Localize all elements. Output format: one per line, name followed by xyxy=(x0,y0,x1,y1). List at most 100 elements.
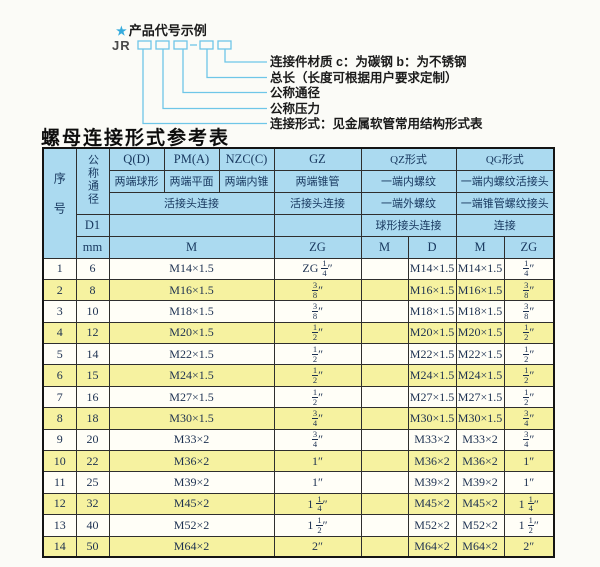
cell-nominal-diameter: 15 xyxy=(75,364,110,387)
cell-qg-m: M14×1.5 xyxy=(455,257,505,280)
cell-seq: 13 xyxy=(42,514,77,537)
table-title: 螺母连接形式参考表 xyxy=(41,128,231,149)
table-row: 14 50 M64×2 2″ M64×2 M64×2 2″ xyxy=(42,535,555,558)
cell-qg-m: M45×2 xyxy=(455,492,505,516)
cell-nominal-diameter: 14 xyxy=(75,343,110,366)
cell-m-thread: M18×1.5 xyxy=(108,300,275,323)
cell-qg-m: M52×2 xyxy=(455,514,505,537)
header-qg-m: M xyxy=(455,235,505,259)
header-qz: QZ形式 xyxy=(360,147,457,171)
cell-gz-zg: 3 4 ″ xyxy=(273,407,362,430)
cell-qz-m xyxy=(360,321,409,345)
cell-gz-zg: 2″ xyxy=(273,535,362,558)
cell-qg-m: M18×1.5 xyxy=(455,300,505,323)
code-label-material: 连接件材质 c：为碳钢 b：为不锈钢 xyxy=(270,55,467,69)
header-nzc-sub: 两端内锥 xyxy=(218,169,275,193)
cell-m-thread: M16×1.5 xyxy=(108,278,275,302)
cell-qz-m xyxy=(360,385,409,409)
cell-m-thread: M24×1.5 xyxy=(108,364,275,387)
header-blank-m xyxy=(108,213,275,237)
cell-m-thread: M36×2 xyxy=(108,450,275,473)
cell-m-thread: M22×1.5 xyxy=(108,343,275,366)
cell-qz-m xyxy=(360,407,409,430)
cell-seq: 2 xyxy=(42,278,77,302)
cell-seq: 12 xyxy=(42,492,77,516)
product-code-prefix: JR xyxy=(112,38,131,53)
header-qg-sub1: 一端内螺纹活接头 xyxy=(455,169,555,193)
cell-qz-m xyxy=(360,492,409,516)
table-row: 13 40 M52×2 1 1 2 ″ M52×2 M52×2 1 1 2 ″ xyxy=(42,514,555,537)
cell-qg-m: M16×1.5 xyxy=(455,278,505,302)
code-box xyxy=(137,40,152,50)
cell-seq: 14 xyxy=(42,535,77,558)
cell-qg-m: M27×1.5 xyxy=(455,385,505,409)
cell-qg-m: M20×1.5 xyxy=(455,321,505,345)
cell-m-thread: M27×1.5 xyxy=(108,385,275,409)
header-mm: mm xyxy=(75,235,110,259)
cell-qz-d: M30×1.5 xyxy=(407,407,457,430)
header-qd-sub: 两端球形 xyxy=(108,169,165,193)
cell-seq: 1 xyxy=(42,257,77,280)
cell-qz-d: M22×1.5 xyxy=(407,343,457,366)
cell-qz-m xyxy=(360,428,409,452)
cell-seq: 9 xyxy=(42,428,77,452)
star-icon: ★ xyxy=(116,24,127,38)
cell-nominal-diameter: 40 xyxy=(75,514,110,537)
cell-qg-zg: 1 1 4 ″ xyxy=(503,492,555,516)
cell-qg-m: M22×1.5 xyxy=(455,343,505,366)
cell-qz-m xyxy=(360,364,409,387)
cell-seq: 4 xyxy=(42,321,77,345)
code-label-connection-type: 连接形式：见金属软管常用结构形式表 xyxy=(270,116,483,131)
product-code-example-title: ★ 产品代号示例 xyxy=(116,20,207,39)
cell-gz-zg: 1 2 ″ xyxy=(273,343,362,366)
code-box xyxy=(217,40,232,50)
cell-m-thread: M52×2 xyxy=(108,514,275,537)
cell-nominal-diameter: 8 xyxy=(75,278,110,302)
code-label-diameter: 公称通径 xyxy=(270,85,321,100)
product-code-example-label: 产品代号示例 xyxy=(128,23,207,38)
table-row: 4 12 M20×1.5 1 2 ″ M20×1.5 M20×1.5 1 2 ″ xyxy=(42,321,555,345)
code-label-pressure: 公称压力 xyxy=(270,101,321,116)
cell-nominal-diameter: 22 xyxy=(75,450,110,473)
code-box xyxy=(199,40,214,50)
cell-qz-d: M20×1.5 xyxy=(407,321,457,345)
header-union-connection: 活接头连接 xyxy=(108,191,275,215)
cell-qz-d: M18×1.5 xyxy=(407,300,457,323)
cell-qg-m: M36×2 xyxy=(455,450,505,473)
cell-qz-d: M33×2 xyxy=(407,428,457,452)
table-header: 序号 公称通径 Q(D) PM(A) NZC(C) GZ QZ形式 QG形式 两… xyxy=(42,147,555,259)
cell-nominal-diameter: 20 xyxy=(75,428,110,452)
table-row: 10 22 M36×2 1″ M36×2 M36×2 1″ xyxy=(42,450,555,473)
cell-gz-zg: 1 2 ″ xyxy=(273,321,362,345)
cell-nominal-diameter: 6 xyxy=(75,257,110,280)
cell-seq: 7 xyxy=(42,385,77,409)
cell-gz-zg: 1 1 4 ″ xyxy=(273,492,362,516)
table-row: 12 32 M45×2 1 1 4 ″ M45×2 M45×2 1 1 4 ″ xyxy=(42,492,555,516)
table-row: 2 8 M16×1.5 3 8 ″ M16×1.5 M16×1.5 3 8 ″ xyxy=(42,278,555,302)
cell-m-thread: M20×1.5 xyxy=(108,321,275,345)
cell-qg-zg: 1 2 ″ xyxy=(503,321,555,345)
header-pma-sub: 两端平面 xyxy=(163,169,220,193)
cell-qg-zg: 3 4 ″ xyxy=(503,407,555,430)
cell-qg-m: M30×1.5 xyxy=(455,407,505,430)
header-qz-sub2: 一端外螺纹 xyxy=(360,191,457,215)
cell-qg-zg: 1 2 ″ xyxy=(503,385,555,409)
cell-qz-m xyxy=(360,535,409,558)
header-zg: ZG xyxy=(273,235,362,259)
cell-qz-d: M64×2 xyxy=(407,535,457,558)
cell-gz-zg: 1 2 ″ xyxy=(273,385,362,409)
nut-connection-reference-table: 序号 公称通径 Q(D) PM(A) NZC(C) GZ QZ形式 QG形式 两… xyxy=(42,147,556,559)
cell-gz-zg: 1″ xyxy=(273,450,362,473)
header-qz-connection: 球形接头连接 xyxy=(360,213,457,237)
cell-qz-m xyxy=(360,514,409,537)
cell-seq: 6 xyxy=(42,364,77,387)
code-label-length: 总长（长度可根据用户要求定制） xyxy=(270,70,458,85)
code-connector-diagram xyxy=(137,40,267,125)
header-qz-d: D xyxy=(407,235,457,259)
cell-qz-d: M27×1.5 xyxy=(407,385,457,409)
code-box xyxy=(155,40,170,50)
cell-qz-d: M24×1.5 xyxy=(407,364,457,387)
connector-line xyxy=(206,49,267,79)
cell-seq: 11 xyxy=(42,471,77,494)
